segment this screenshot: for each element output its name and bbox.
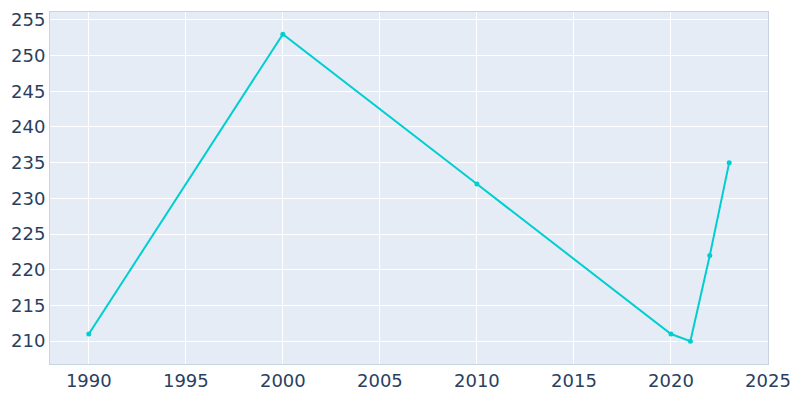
- svg-text:245: 245: [11, 81, 45, 102]
- svg-text:240: 240: [11, 116, 45, 137]
- svg-text:210: 210: [11, 330, 45, 351]
- svg-text:220: 220: [11, 259, 45, 280]
- svg-text:225: 225: [11, 223, 45, 244]
- svg-text:2000: 2000: [260, 370, 306, 391]
- svg-text:2025: 2025: [745, 370, 791, 391]
- svg-text:235: 235: [11, 152, 45, 173]
- svg-text:2020: 2020: [648, 370, 694, 391]
- svg-text:255: 255: [11, 9, 45, 30]
- svg-text:215: 215: [11, 295, 45, 316]
- svg-text:1995: 1995: [163, 370, 209, 391]
- svg-text:1990: 1990: [66, 370, 112, 391]
- svg-text:250: 250: [11, 45, 45, 66]
- svg-text:2015: 2015: [551, 370, 597, 391]
- svg-text:2005: 2005: [357, 370, 403, 391]
- svg-text:230: 230: [11, 188, 45, 209]
- svg-text:2010: 2010: [454, 370, 500, 391]
